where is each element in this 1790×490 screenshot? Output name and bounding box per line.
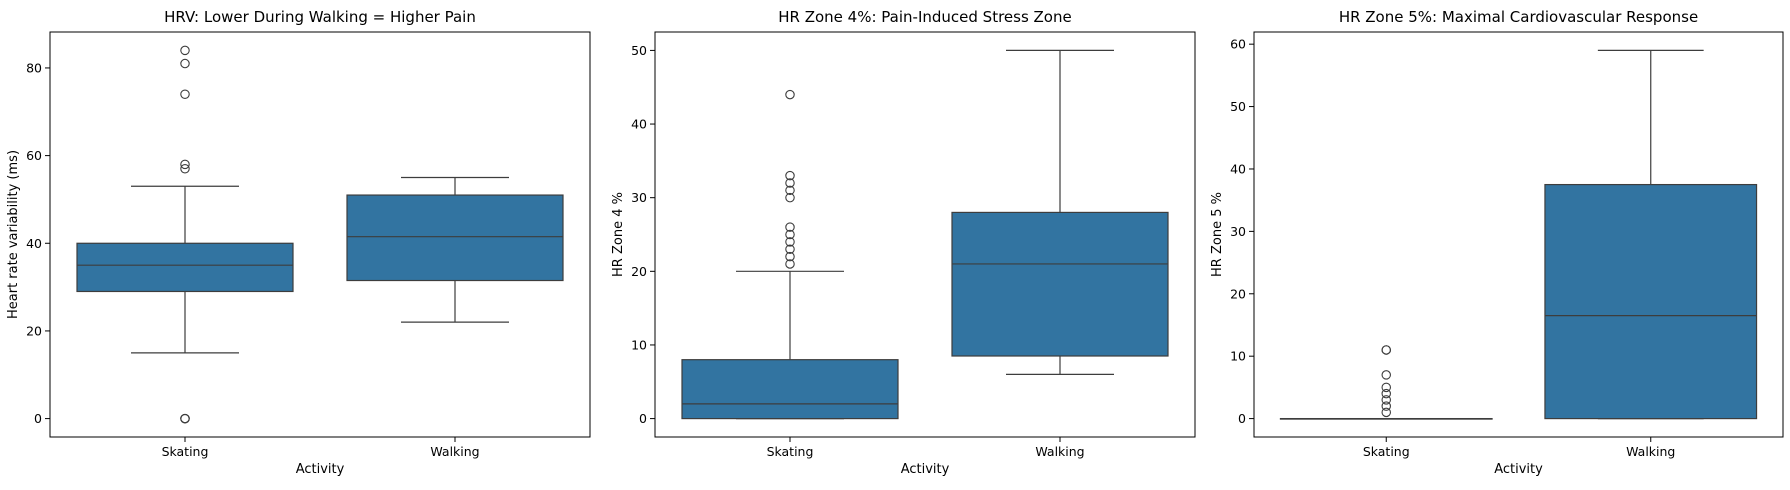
x-tick-label: Skating	[1363, 444, 1410, 459]
y-tick-label: 80	[26, 60, 42, 75]
outlier-point	[180, 159, 190, 170]
outlier-point	[785, 222, 795, 232]
y-tick-label: 30	[631, 190, 647, 205]
y-tick-label: 30	[1230, 224, 1246, 239]
x-tick-label: Skating	[767, 444, 814, 459]
outlier-point	[180, 58, 190, 69]
y-tick-label: 60	[1230, 37, 1246, 52]
y-tick-label: 20	[631, 264, 647, 279]
outlier-point	[1381, 388, 1392, 399]
outlier-point	[785, 170, 795, 181]
y-tick-label: 10	[1230, 349, 1246, 364]
y-tick-label: 0	[639, 411, 647, 426]
x-tick-label: Walking	[1035, 444, 1084, 459]
outlier-point	[785, 237, 795, 247]
outlier-point	[1381, 382, 1392, 393]
y-tick-label: 20	[1230, 286, 1246, 301]
y-tick-label: 60	[26, 148, 42, 163]
outlier-point	[180, 89, 190, 99]
x-axis-label: Activity	[296, 462, 345, 477]
y-tick-label: 40	[631, 117, 647, 132]
chart-title: HR Zone 4%: Pain-Induced Stress Zone	[778, 8, 1071, 26]
outlier-point	[785, 178, 795, 188]
y-tick-label: 50	[631, 43, 647, 58]
outlier-point	[180, 45, 190, 56]
outlier-point	[785, 251, 795, 262]
plot-frame	[49, 31, 591, 438]
plot-frame	[1253, 31, 1784, 438]
x-tick-label: Skating	[162, 444, 209, 459]
chart-panel-1: HRV: Lower During Walking = Higher Pain 0…	[6, 8, 591, 477]
y-axis-label: HR Zone 5 %	[1210, 192, 1225, 277]
y-axis-label: Heart rate variability (ms)	[6, 150, 21, 319]
outlier-point	[785, 244, 795, 254]
plot-frame	[654, 31, 1196, 438]
outlier-point	[180, 164, 190, 174]
chart-title: HR Zone 5%: Maximal Cardiovascular Respo…	[1339, 8, 1698, 26]
box-iqr	[76, 242, 294, 293]
y-tick-label: 0	[1238, 411, 1246, 426]
outlier-point	[1381, 407, 1392, 418]
outlier-point	[1381, 345, 1392, 355]
outlier-point	[785, 89, 795, 100]
chart-panel-3: HR Zone 5%: Maximal Cardiovascular Respo…	[1210, 8, 1784, 477]
outlier-point	[785, 229, 795, 240]
box-iqr	[681, 359, 899, 420]
y-tick-label: 0	[34, 411, 42, 426]
outlier-point	[1381, 401, 1392, 411]
outlier-point	[1381, 370, 1392, 380]
x-tick-label: Walking	[430, 444, 479, 459]
x-axis-label: Activity	[1494, 462, 1543, 477]
chart-panel-2: HR Zone 4%: Pain-Induced Stress Zone 0 10 2…	[611, 8, 1196, 477]
outlier-point	[785, 192, 795, 203]
box-iqr	[346, 194, 564, 282]
y-tick-label: 50	[1230, 99, 1246, 114]
y-tick-label: 40	[26, 236, 42, 251]
y-axis-label: HR Zone 4 %	[611, 192, 626, 277]
y-tick-label: 20	[26, 323, 42, 338]
box-iqr	[951, 211, 1169, 357]
outlier-point	[785, 185, 795, 196]
outlier-point	[785, 259, 795, 269]
chart-title: HRV: Lower During Walking = Higher Pain	[164, 8, 476, 26]
y-tick-label: 40	[1230, 161, 1246, 176]
y-tick-label: 10	[631, 337, 647, 352]
outlier-point	[180, 413, 190, 424]
x-axis-label: Activity	[901, 462, 950, 477]
x-tick-label: Walking	[1626, 444, 1675, 459]
outlier-point	[1381, 395, 1392, 405]
box-iqr	[1544, 183, 1758, 420]
